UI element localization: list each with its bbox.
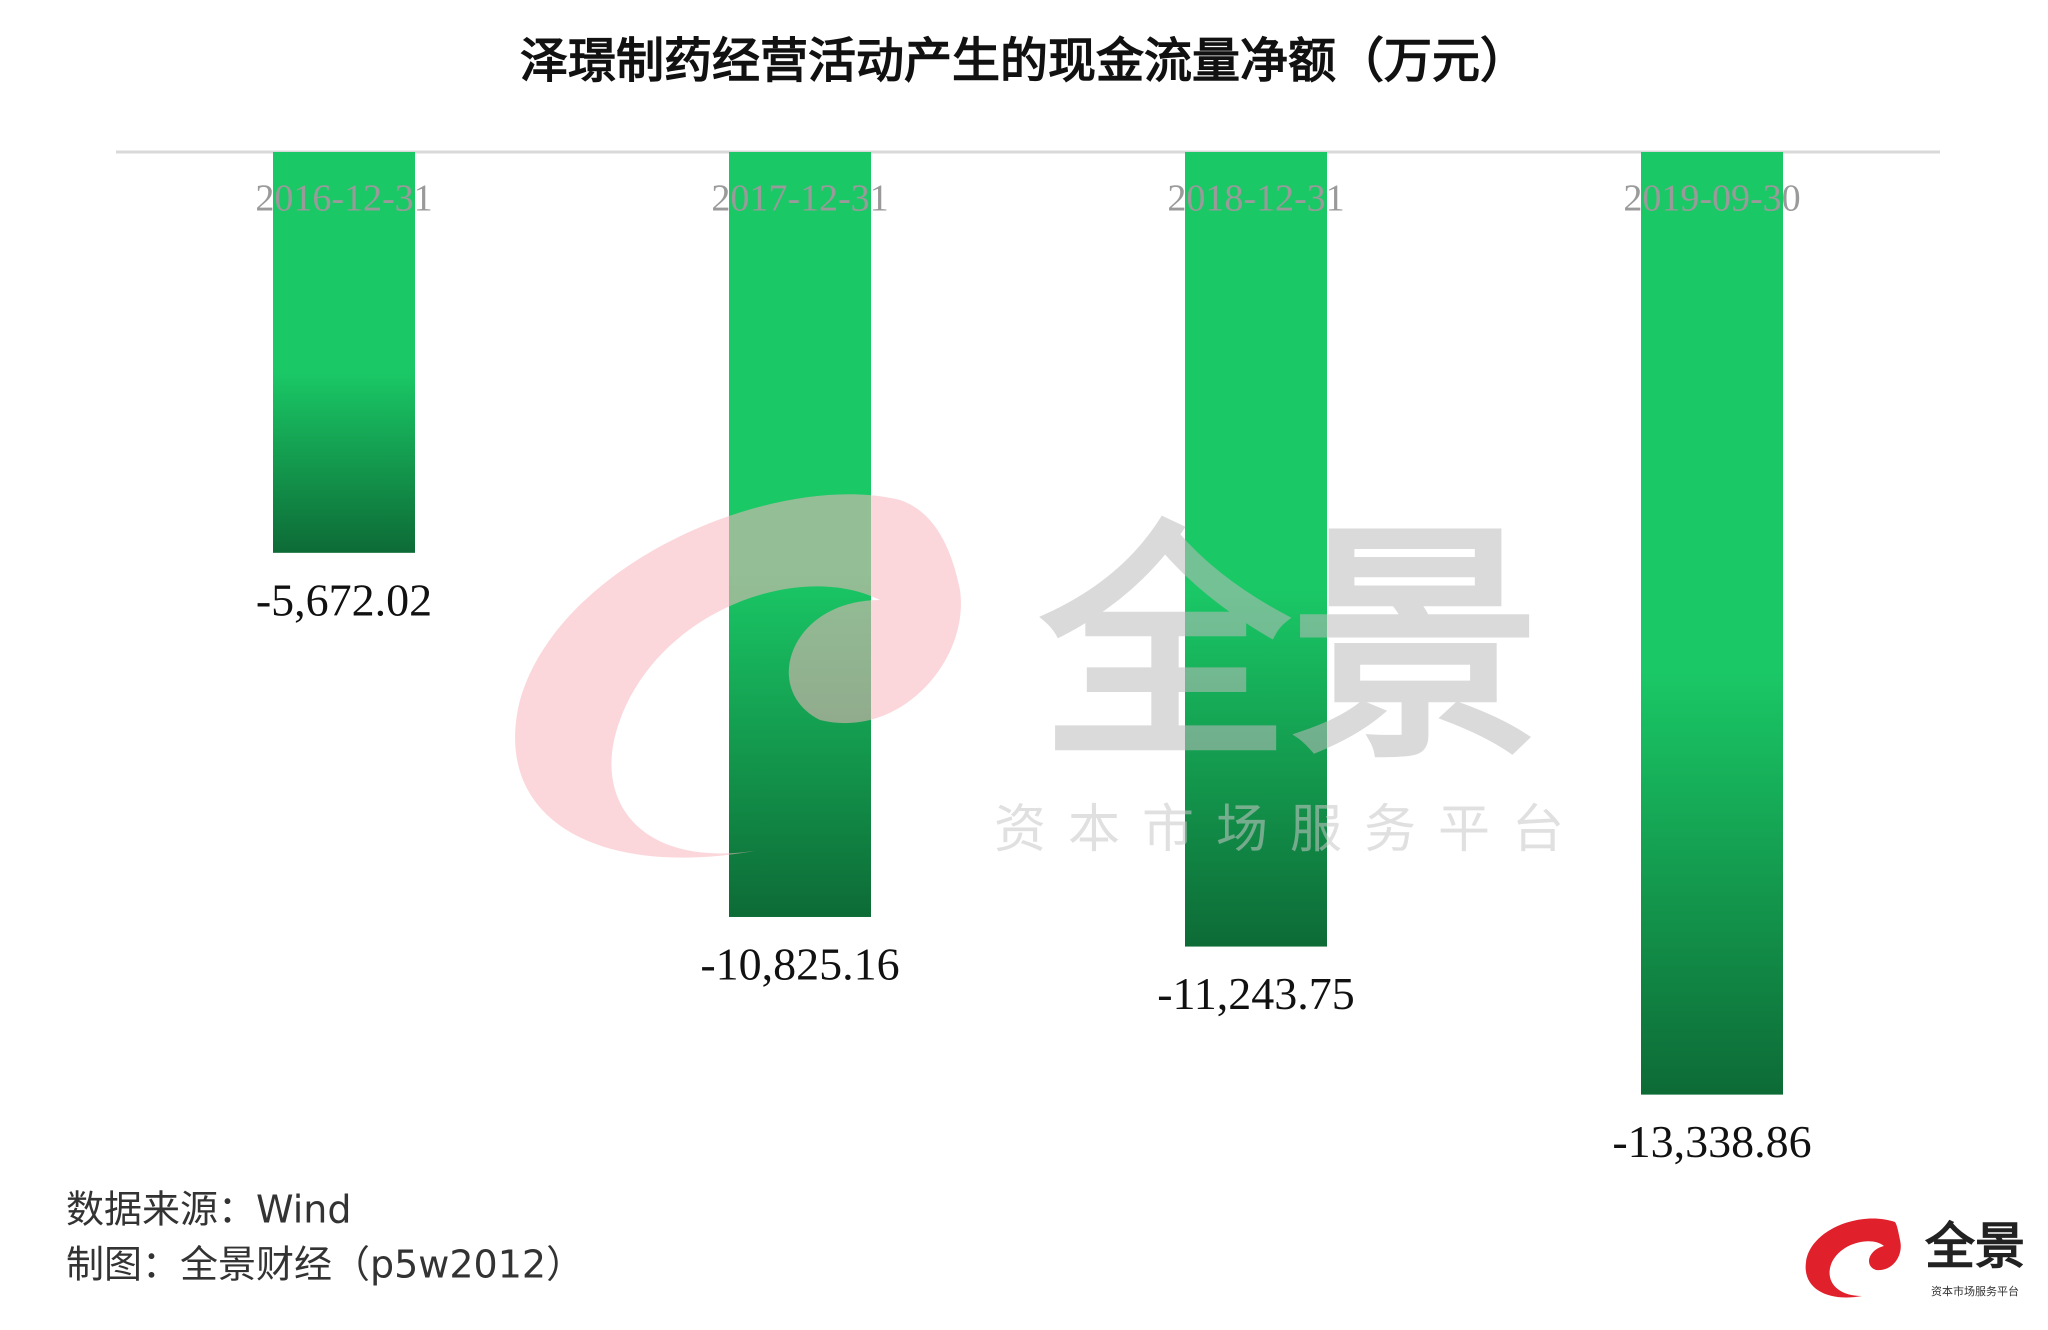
chart-title: 泽璟制药经营活动产生的现金流量净额（万元） [520, 33, 1528, 89]
logo-slogan: 资本市场服务平台 [1931, 1284, 2019, 1298]
logo-brand: 全景 [1924, 1218, 2025, 1276]
value-label: -11,243.75 [1157, 968, 1355, 1019]
source-note: 数据来源：Wind [66, 1188, 352, 1232]
x-tick-label: 2018-12-31 [1167, 178, 1344, 220]
logo: 全景 资本市场服务平台 [1805, 1218, 2025, 1298]
x-tick-label: 2016-12-31 [255, 178, 432, 220]
logo-mark [1805, 1218, 1901, 1298]
x-tick-label: 2019-09-30 [1623, 178, 1800, 220]
value-label: -5,672.02 [256, 574, 432, 625]
bar [1185, 152, 1327, 947]
credit-note: 制图：全景财经（p5w2012） [66, 1243, 584, 1287]
watermark: 全景 资本市场服务平台 [515, 494, 1586, 860]
watermark-slogan: 资本市场服务平台 [994, 800, 1586, 860]
bar [273, 152, 415, 553]
value-label: -13,338.86 [1612, 1116, 1811, 1167]
watermark-brand: 全景 [1039, 501, 1540, 792]
bar [1641, 152, 1783, 1095]
value-label: -10,825.16 [700, 939, 899, 990]
x-tick-label: 2017-12-31 [711, 178, 888, 220]
watermark-logo [515, 494, 961, 858]
